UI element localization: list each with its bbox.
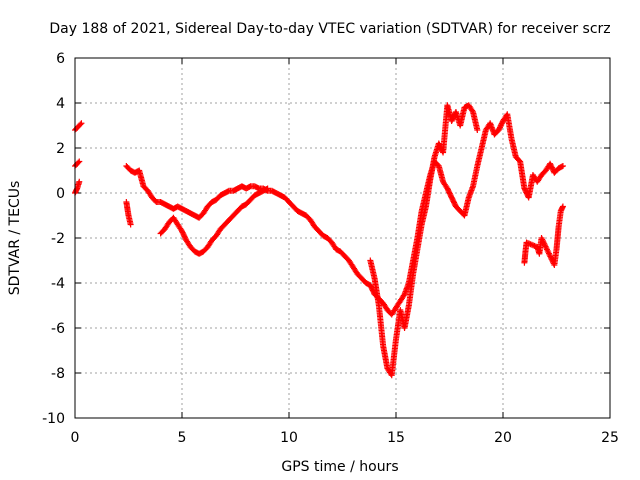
- data-point: [469, 107, 476, 114]
- data-point: [264, 185, 271, 192]
- x-axis-label: GPS time / hours: [281, 459, 398, 475]
- x-tick-label: 15: [387, 430, 405, 446]
- series-upper-early-1: [72, 120, 85, 133]
- series-upper-early-2: [72, 158, 83, 169]
- data-point: [77, 121, 84, 128]
- plot-frame: [74, 57, 611, 419]
- series-dip-track: [367, 102, 481, 379]
- x-tick-label: 10: [280, 430, 298, 446]
- data-point: [559, 203, 566, 210]
- data-point: [127, 221, 134, 228]
- y-tick-label: 4: [56, 96, 65, 112]
- data-point: [559, 163, 566, 169]
- y-tick-label: -8: [51, 366, 65, 382]
- data-point: [76, 158, 83, 165]
- y-tick-label: 0: [56, 186, 65, 202]
- y-axis-label: SDTVAR / TECUs: [7, 181, 23, 296]
- y-tick-label: -2: [51, 231, 65, 247]
- series-main-track: [123, 111, 566, 318]
- y-tick-label: 2: [56, 141, 65, 157]
- y-tick-label: -6: [51, 321, 65, 337]
- x-tick-label: 20: [494, 430, 512, 446]
- y-tick-label: 6: [56, 51, 65, 67]
- chart-title: Day 188 of 2021, Sidereal Day-to-day VTE…: [49, 21, 610, 37]
- x-tick-label: 25: [601, 430, 619, 446]
- series-lower-track: [157, 185, 271, 257]
- series-short-segment: [123, 199, 134, 228]
- data-point: [474, 127, 481, 133]
- y-tick-label: -10: [42, 411, 65, 427]
- y-tick-label: -4: [51, 276, 65, 292]
- data-point: [78, 120, 85, 127]
- x-tick-label: 5: [178, 430, 187, 446]
- series-late-spikes: [521, 203, 566, 268]
- grid-lines: [75, 58, 610, 418]
- tick-labels: 0 5 10 15 20 25 -10 -8 -6 -4 -2 0 2 4 6: [42, 51, 619, 446]
- series-upper-early-3: [72, 178, 83, 196]
- data-marks: [72, 102, 566, 379]
- data-point: [516, 157, 523, 164]
- data-point: [76, 178, 83, 185]
- data-point: [400, 292, 407, 299]
- data-point: [75, 159, 82, 166]
- x-tick-label: 0: [71, 430, 80, 446]
